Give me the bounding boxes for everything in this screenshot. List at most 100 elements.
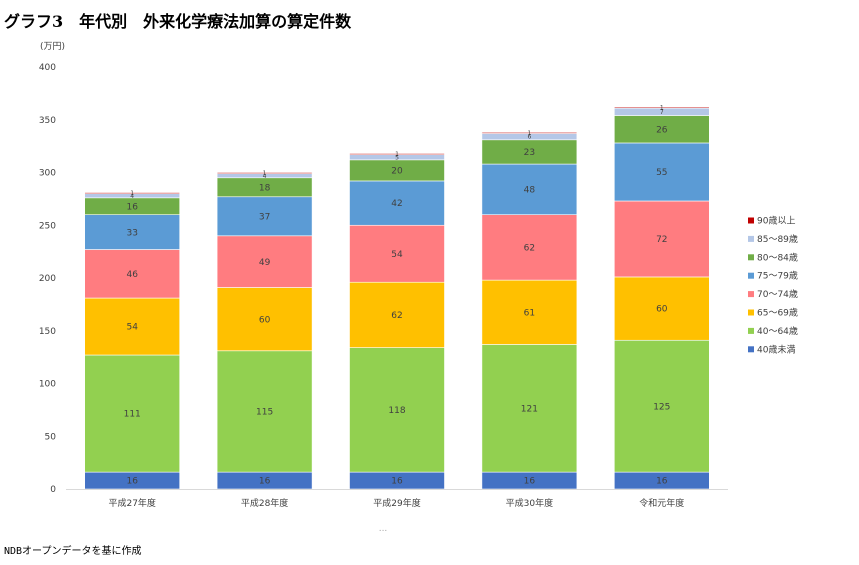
- bar-group: 1611154463316411611560493718411611862544…: [84, 105, 710, 490]
- data-label: 16: [524, 477, 536, 487]
- data-label: 42: [391, 199, 402, 209]
- legend-label: 80～84歳: [757, 251, 798, 263]
- data-label: 1: [130, 190, 134, 197]
- bar-segment: [84, 192, 180, 194]
- source-note: NDBオープンデータを基に作成: [4, 546, 142, 557]
- data-label: 115: [256, 408, 273, 418]
- data-label: 1: [395, 151, 399, 158]
- data-label: 48: [524, 186, 536, 196]
- bar-segment: [481, 344, 578, 473]
- bar-segment: [613, 339, 710, 473]
- x-axis: 平成27年度 平成28年度 平成29年度 平成30年度 令和元年度: [66, 489, 728, 509]
- data-label: 6: [527, 134, 531, 141]
- y-tick-label: 150: [39, 327, 56, 337]
- data-label: 18: [259, 183, 271, 193]
- bar-segment: [481, 139, 578, 165]
- data-label: 55: [656, 168, 667, 178]
- legend-label: 40～64歳: [757, 325, 798, 337]
- x-tick-label: 平成29年度: [373, 497, 420, 509]
- data-label: 72: [656, 235, 667, 245]
- data-label: 54: [126, 323, 138, 333]
- bar-segment: [216, 172, 313, 174]
- legend-label: 85～89歳: [757, 233, 798, 245]
- data-label: 118: [388, 406, 405, 416]
- data-label: 16: [391, 477, 403, 487]
- legend-label: 65～69歳: [757, 307, 798, 319]
- bar-segment: [349, 281, 445, 348]
- data-label: 26: [656, 125, 668, 135]
- legend-label: 90歳以上: [757, 215, 795, 227]
- bar-segment: [613, 115, 710, 144]
- data-label: 61: [524, 308, 535, 318]
- legend-swatch: [748, 272, 754, 279]
- bar-segment: [84, 214, 180, 250]
- data-label: 4: [130, 193, 134, 200]
- legend-swatch: [748, 235, 754, 242]
- bar-segment: [481, 214, 578, 281]
- legend-swatch: [748, 327, 754, 334]
- bar-segment: [349, 180, 445, 226]
- data-label: 111: [124, 410, 141, 420]
- bar-segment: [216, 287, 313, 352]
- bar-segment: [481, 163, 578, 215]
- data-label: 16: [656, 477, 668, 487]
- y-tick-label: 400: [39, 63, 56, 73]
- bar-segment: [481, 279, 578, 345]
- y-tick-label: 350: [39, 116, 56, 126]
- x-tick-label: 平成27年度: [108, 497, 155, 509]
- data-label: 16: [126, 477, 138, 487]
- data-label: 5: [395, 154, 399, 161]
- data-label: 54: [391, 250, 403, 260]
- data-label: 1: [660, 105, 664, 112]
- bar-segment: [216, 196, 313, 237]
- bar-segment: [613, 200, 710, 278]
- data-label: 1: [527, 130, 531, 137]
- bar-segment: [349, 347, 445, 473]
- data-label: 20: [391, 167, 403, 177]
- legend-swatch: [748, 346, 754, 353]
- bar-segment: [613, 106, 710, 109]
- data-label: 46: [126, 270, 138, 280]
- data-label: 23: [524, 148, 535, 158]
- y-tick-label: 200: [39, 274, 56, 284]
- bar-segment: [349, 153, 445, 155]
- data-label: 16: [126, 202, 138, 212]
- legend: 90歳以上 85～89歳 80～84歳 75～79歳 70～74歳 65～69歳 40～64…: [748, 215, 798, 355]
- y-tick-label: 300: [39, 169, 56, 179]
- y-axis: 0 50 100 150 200 250 300 350 400: [39, 63, 56, 495]
- chart-title: グラフ3 年代別 外来化学療法加算の算定件数: [4, 12, 352, 31]
- data-label: 4: [263, 173, 267, 180]
- x-tick-label: 平成28年度: [241, 497, 288, 509]
- bar-segment: [613, 276, 710, 341]
- data-label: 62: [391, 311, 402, 321]
- data-label: 49: [259, 258, 271, 268]
- data-label: 121: [521, 404, 538, 414]
- footer-mark: ...: [379, 524, 388, 534]
- bar-segment: [613, 142, 710, 202]
- bar-segment: [216, 350, 313, 473]
- data-label: 7: [660, 109, 664, 116]
- data-label: 16: [259, 477, 271, 487]
- legend-swatch: [748, 217, 754, 224]
- legend-swatch: [748, 291, 754, 298]
- bar-segment: [481, 132, 578, 134]
- x-tick-label: 平成30年度: [506, 497, 553, 509]
- data-label: 37: [259, 212, 270, 222]
- legend-label: 75～79歳: [757, 270, 798, 282]
- data-label: 60: [656, 305, 668, 315]
- y-tick-label: 100: [39, 380, 56, 390]
- legend-label: 70～74歳: [757, 288, 798, 300]
- y-tick-label: 250: [39, 221, 56, 231]
- data-label: 125: [653, 402, 670, 412]
- data-label: 1: [263, 170, 267, 177]
- legend-swatch: [748, 254, 754, 261]
- data-label: 62: [524, 244, 535, 254]
- bar-segment: [216, 235, 313, 288]
- y-axis-unit-label: (万円): [40, 41, 65, 52]
- bar-segment: [84, 249, 180, 299]
- y-tick-label: 0: [50, 485, 56, 495]
- bar-segment: [84, 297, 180, 356]
- data-label: 33: [126, 228, 137, 238]
- y-tick-label: 50: [45, 432, 57, 442]
- bar-segment: [84, 354, 180, 473]
